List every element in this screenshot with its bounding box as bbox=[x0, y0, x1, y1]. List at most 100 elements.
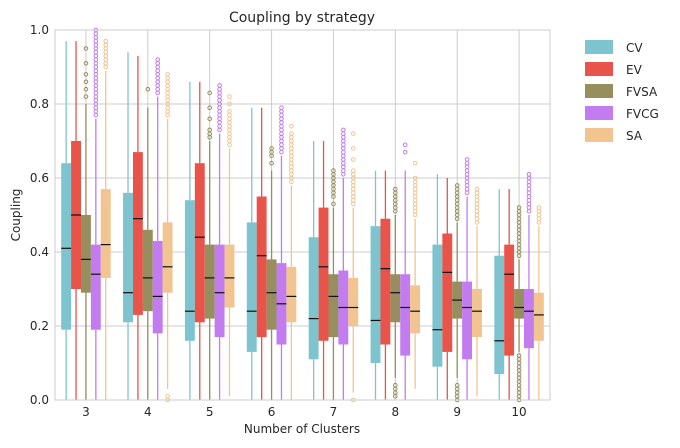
box-body bbox=[152, 240, 163, 334]
outlier-point bbox=[93, 105, 99, 110]
outlier-point bbox=[474, 212, 480, 218]
outlier-point bbox=[279, 146, 284, 151]
outlier-point bbox=[93, 75, 99, 81]
legend-swatch-CV bbox=[585, 40, 613, 54]
outlier-point bbox=[474, 197, 480, 203]
outlier-point bbox=[165, 79, 170, 85]
outlier-point bbox=[474, 209, 480, 214]
legend-swatch-EV bbox=[585, 62, 613, 76]
outlier-point bbox=[289, 164, 294, 170]
outlier-point bbox=[412, 183, 418, 188]
outlier-point bbox=[474, 205, 480, 210]
box-body bbox=[214, 244, 225, 338]
box-CV-8 bbox=[370, 170, 381, 400]
outlier-point bbox=[289, 153, 294, 159]
box-body bbox=[533, 292, 544, 341]
x-tick-label: 5 bbox=[206, 405, 214, 419]
outlier-point bbox=[350, 131, 356, 136]
outlier-point bbox=[93, 46, 99, 51]
outlier-point bbox=[412, 201, 418, 207]
outlier-point bbox=[412, 190, 418, 196]
outlier-point bbox=[464, 186, 470, 192]
outlier-point bbox=[412, 175, 418, 181]
box-body bbox=[400, 274, 411, 356]
box-CV-4 bbox=[123, 52, 133, 400]
box-body bbox=[514, 289, 525, 319]
outlier-point bbox=[165, 94, 170, 99]
outlier-point bbox=[103, 38, 109, 44]
box-SA-9 bbox=[472, 186, 482, 397]
box-SA-10 bbox=[533, 205, 544, 400]
y-tick-label: 0.6 bbox=[30, 171, 49, 185]
outlier-point bbox=[93, 68, 99, 73]
outlier-point bbox=[217, 109, 222, 114]
outlier-point bbox=[402, 142, 408, 147]
outlier-point bbox=[279, 112, 284, 118]
outlier-point bbox=[350, 183, 356, 188]
outlier-point bbox=[289, 142, 294, 147]
legend-swatch-FVCG bbox=[585, 106, 613, 120]
box-body bbox=[472, 289, 482, 338]
box-body bbox=[286, 266, 297, 323]
box-FVCG-10 bbox=[524, 172, 534, 400]
outlier-point bbox=[155, 68, 161, 73]
legend-label-FVSA: FVSA bbox=[626, 85, 658, 99]
outlier-point bbox=[464, 179, 470, 184]
x-axis: 3 4 5 6 7 8 9 10 bbox=[82, 405, 527, 419]
outlier-point bbox=[454, 183, 460, 188]
outlier-point bbox=[402, 149, 408, 155]
box-CV-6 bbox=[246, 107, 257, 400]
box-SA-8 bbox=[410, 160, 421, 389]
outlier-point bbox=[279, 138, 284, 144]
outlier-point bbox=[464, 183, 470, 188]
outlier-point bbox=[464, 168, 470, 173]
outlier-point bbox=[412, 212, 418, 218]
box-FVCG-9 bbox=[462, 157, 473, 400]
box-FVCG-3 bbox=[90, 27, 101, 400]
outlier-point bbox=[474, 220, 480, 225]
outlier-point bbox=[341, 172, 346, 177]
outlier-point bbox=[93, 64, 99, 70]
box-body bbox=[390, 274, 401, 323]
box-body bbox=[123, 192, 133, 323]
legend-label-CV: CV bbox=[626, 41, 643, 55]
outlier-point bbox=[217, 86, 222, 92]
outlier-point bbox=[207, 127, 212, 133]
outlier-point bbox=[103, 46, 109, 51]
box-FVCG-6 bbox=[276, 105, 287, 400]
box-body bbox=[348, 277, 359, 326]
outlier-point bbox=[341, 157, 346, 162]
outlier-point bbox=[341, 138, 346, 144]
outlier-point bbox=[93, 90, 99, 96]
legend-swatch-SA bbox=[585, 128, 613, 142]
outlier-point bbox=[289, 179, 294, 184]
outlier-point bbox=[412, 186, 418, 192]
outlier-point bbox=[227, 109, 232, 114]
box-FVSA-5 bbox=[204, 90, 215, 400]
outlier-point bbox=[227, 131, 232, 136]
outlier-point bbox=[93, 49, 99, 55]
outlier-point bbox=[93, 38, 99, 44]
outlier-point bbox=[165, 72, 170, 77]
outlier-point bbox=[350, 194, 356, 199]
outlier-point bbox=[83, 61, 89, 66]
outlier-point bbox=[350, 179, 356, 184]
outlier-point bbox=[83, 79, 89, 85]
box-body bbox=[61, 163, 72, 330]
outlier-point bbox=[227, 123, 232, 129]
outlier-point bbox=[350, 157, 356, 162]
outlier-point bbox=[93, 57, 99, 62]
box-body bbox=[204, 244, 215, 319]
outlier-point bbox=[341, 135, 346, 140]
chart-title: Coupling by strategy bbox=[229, 10, 375, 26]
y-axis-title: Coupling bbox=[9, 189, 23, 242]
x-axis-title: Number of Clusters bbox=[244, 422, 360, 436]
outlier-point bbox=[93, 94, 99, 99]
y-tick-label: 0.4 bbox=[30, 245, 49, 259]
box-CV-9 bbox=[432, 174, 443, 400]
outlier-point bbox=[341, 127, 346, 133]
outlier-point bbox=[83, 46, 89, 51]
box-body bbox=[432, 244, 443, 367]
outlier-point bbox=[207, 116, 212, 122]
